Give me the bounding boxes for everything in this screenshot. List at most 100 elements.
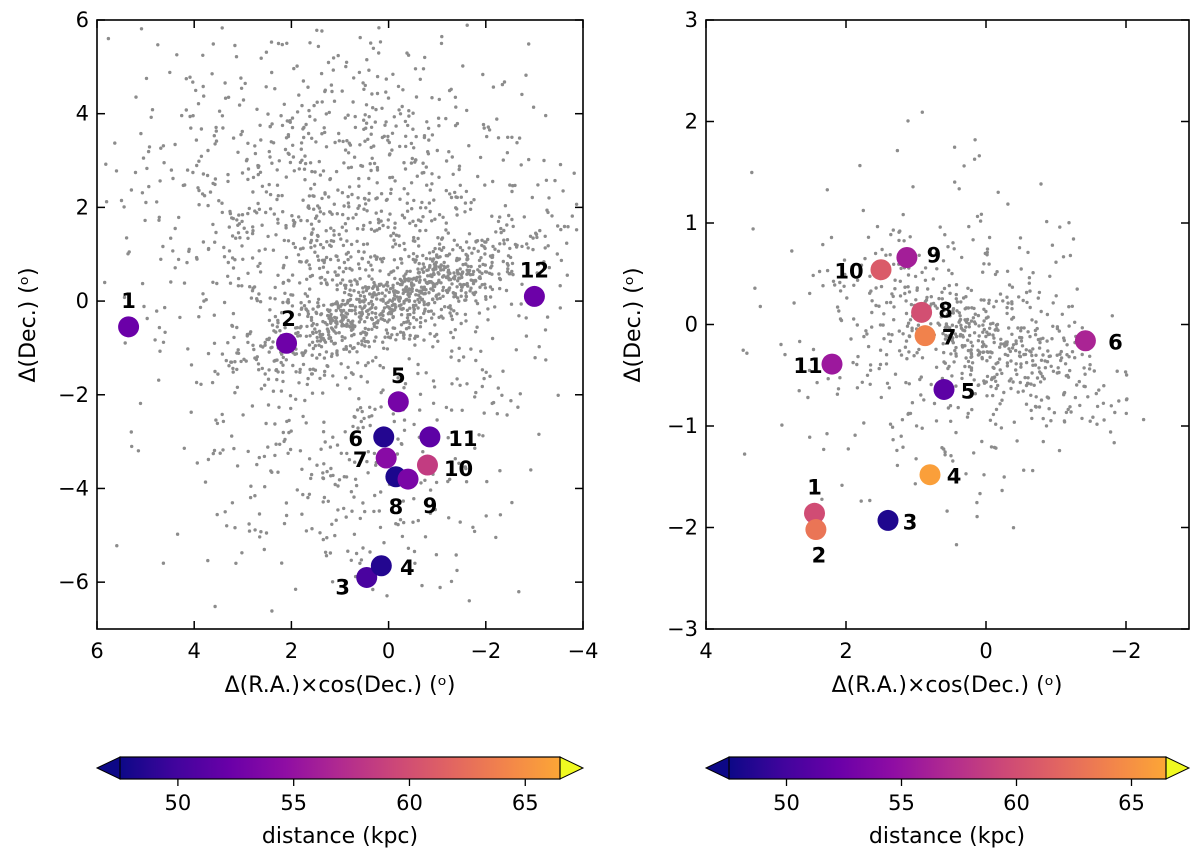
field-star — [210, 380, 215, 385]
field-star — [902, 239, 906, 243]
field-star — [1070, 350, 1075, 354]
field-star — [239, 76, 243, 80]
field-star — [1083, 372, 1087, 376]
field-star — [366, 361, 370, 365]
field-star — [1021, 298, 1025, 303]
field-star — [923, 278, 928, 282]
field-star — [1045, 395, 1050, 399]
field-star — [982, 307, 986, 311]
field-star — [961, 345, 965, 349]
field-star — [994, 299, 998, 303]
field-star — [386, 218, 390, 222]
field-star — [311, 367, 315, 371]
field-star — [535, 271, 539, 275]
field-star — [531, 247, 535, 252]
field-star — [547, 196, 551, 200]
field-star — [330, 352, 334, 356]
field-star — [994, 422, 998, 426]
field-star — [860, 380, 864, 384]
field-star — [428, 488, 433, 492]
field-star — [233, 258, 237, 262]
field-star — [236, 276, 241, 281]
field-star — [344, 376, 348, 380]
field-star — [296, 253, 301, 257]
field-star — [405, 297, 409, 302]
field-star — [347, 458, 352, 462]
field-star — [1091, 415, 1095, 419]
field-star — [273, 285, 277, 290]
field-star — [301, 414, 305, 419]
field-star — [314, 330, 318, 334]
field-star — [478, 285, 482, 289]
field-star — [411, 127, 415, 131]
field-star — [337, 232, 341, 237]
field-star — [520, 244, 524, 249]
field-star — [370, 156, 374, 160]
field-star — [559, 227, 563, 232]
field-star — [461, 64, 465, 68]
field-star — [1038, 380, 1043, 384]
field-star — [471, 281, 476, 286]
field-star — [1057, 370, 1061, 375]
field-star — [741, 348, 745, 352]
field-star — [897, 238, 901, 243]
field-star — [333, 341, 337, 345]
field-star — [275, 377, 279, 382]
field-star — [323, 369, 327, 374]
field-star — [226, 179, 230, 184]
field-star — [301, 127, 305, 131]
field-star — [369, 263, 373, 267]
left-plot-frame — [96, 19, 584, 630]
field-star — [464, 240, 469, 244]
field-star — [283, 291, 287, 295]
field-star — [852, 317, 856, 321]
field-star — [280, 193, 284, 198]
field-star — [346, 151, 351, 155]
field-star — [412, 315, 416, 320]
field-star — [396, 84, 401, 89]
field-star — [1037, 290, 1042, 295]
field-star — [371, 587, 375, 592]
field-star — [402, 161, 406, 165]
field-star — [195, 461, 199, 465]
field-star — [184, 77, 188, 81]
field-star — [144, 76, 149, 81]
field-star — [457, 299, 461, 303]
field-star — [357, 184, 361, 188]
field-star — [433, 507, 437, 512]
field-star — [309, 315, 314, 320]
field-star — [574, 228, 579, 232]
field-star — [494, 230, 498, 234]
field-star — [1062, 419, 1067, 423]
field-star — [266, 234, 270, 239]
field-star — [452, 295, 456, 299]
field-star — [333, 482, 337, 487]
field-star — [982, 327, 986, 332]
field-star — [308, 41, 312, 45]
field-star — [448, 311, 452, 315]
field-star — [476, 174, 480, 179]
field-star — [173, 226, 177, 231]
field-star — [456, 279, 460, 283]
field-star — [410, 156, 414, 161]
field-star — [413, 239, 417, 243]
field-star — [298, 367, 302, 372]
field-star — [391, 315, 395, 320]
field-star — [370, 414, 374, 418]
field-star — [1075, 287, 1079, 291]
field-star — [319, 345, 324, 349]
field-star — [416, 267, 420, 271]
field-star — [340, 225, 344, 229]
field-star — [428, 274, 433, 278]
field-star — [833, 283, 837, 287]
field-star — [282, 263, 286, 268]
field-star — [423, 478, 427, 482]
field-star — [1002, 475, 1006, 479]
field-star — [375, 91, 380, 96]
left-colorbar-high-extension — [559, 756, 585, 780]
field-star — [1088, 363, 1092, 367]
field-star — [887, 332, 891, 336]
field-star — [255, 107, 259, 112]
field-star — [205, 173, 210, 178]
